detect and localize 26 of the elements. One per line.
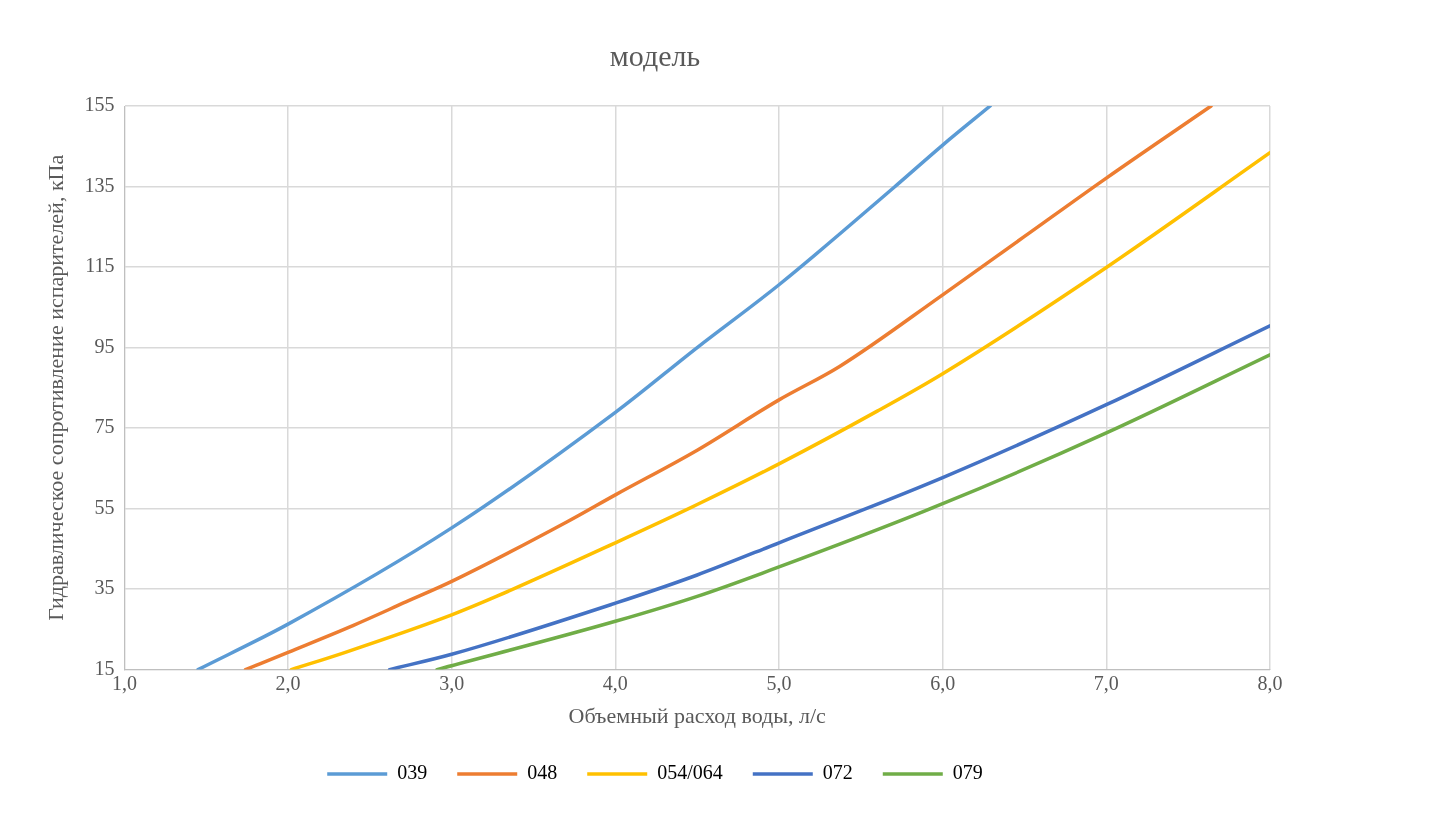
- x-tick-label: 7,0: [1093, 671, 1119, 694]
- y-tick-label: 55: [94, 495, 115, 518]
- legend-label: 039: [397, 761, 428, 784]
- y-tick-label: 115: [85, 254, 115, 277]
- y-tick-label: 135: [84, 173, 115, 196]
- x-tick-label: 4,0: [602, 671, 628, 694]
- y-tick-label: 15: [94, 656, 115, 679]
- legend-label: 079: [952, 761, 983, 784]
- x-tick-label: 8,0: [1257, 671, 1283, 694]
- y-tick-label: 35: [94, 576, 115, 599]
- y-tick-label: 155: [84, 93, 115, 116]
- line-series: [196, 106, 992, 670]
- chart-title: модель: [609, 38, 701, 72]
- line-series: [243, 106, 1213, 670]
- x-tick-label: 5,0: [766, 671, 792, 694]
- x-tick-label: 2,0: [275, 671, 301, 694]
- x-tick-label: 3,0: [439, 671, 465, 694]
- x-axis-title: Объемный расход воды, л/с: [568, 702, 827, 728]
- y-axis-title: Гидравлическое сопротивление испарителей, кПа: [42, 154, 68, 621]
- legend-label: 048: [527, 761, 558, 784]
- legend-label: 072: [822, 761, 853, 784]
- y-tick-label: 75: [94, 415, 115, 438]
- line-series: [289, 150, 1270, 670]
- legend-label: 054/064: [657, 761, 723, 784]
- x-tick-label: 6,0: [930, 671, 956, 694]
- y-tick-label: 95: [94, 334, 115, 357]
